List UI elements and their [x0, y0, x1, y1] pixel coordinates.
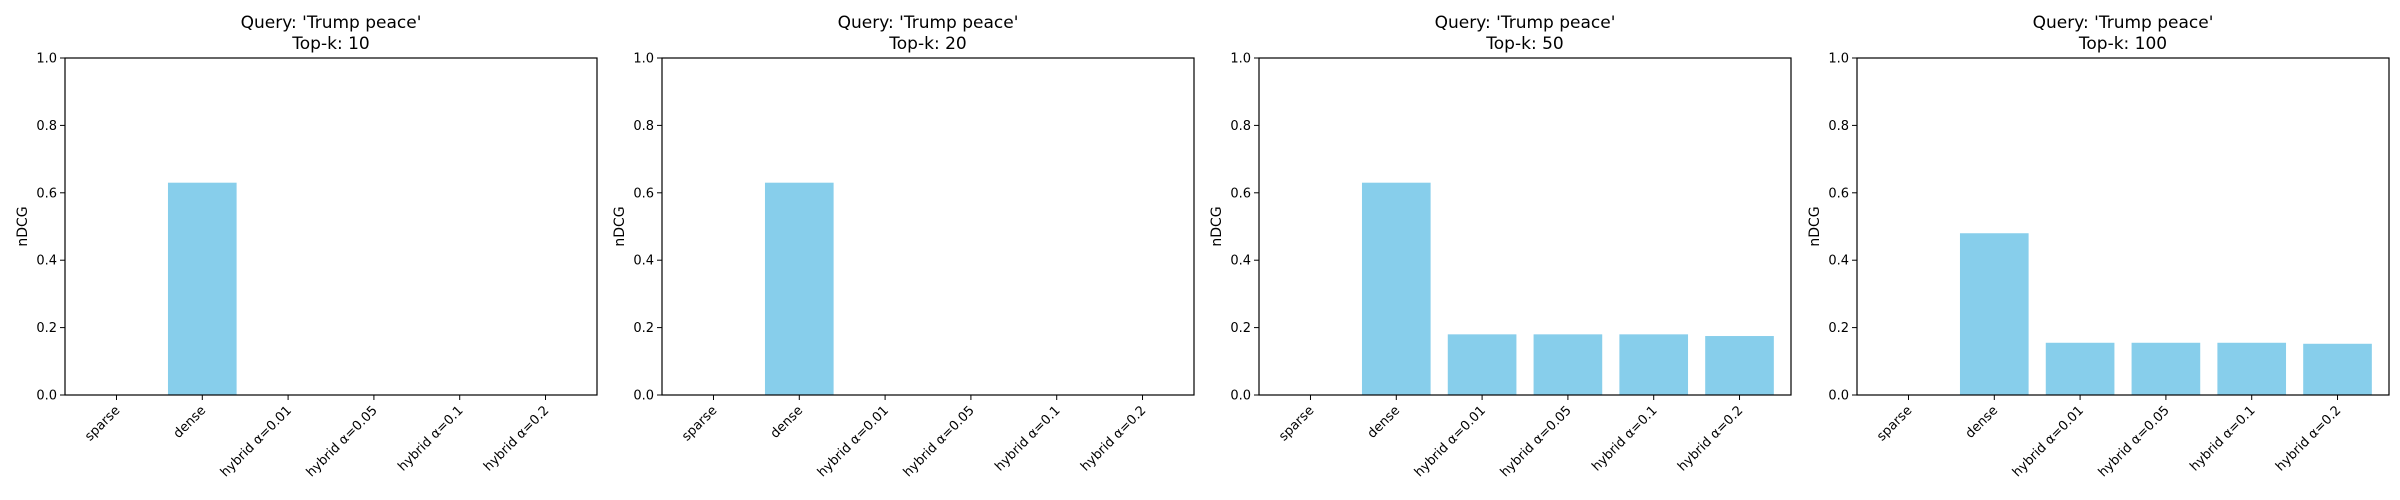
plot-frame	[1856, 57, 2390, 396]
y-tick-label: 0.6	[1828, 186, 1849, 201]
y-tick-label: 0.8	[36, 119, 57, 134]
x-tick-label: hybrid α=0.01	[2010, 403, 2087, 480]
bar	[167, 182, 237, 395]
x-tick-label: hybrid α=0.05	[901, 403, 978, 480]
bar	[1959, 233, 2029, 395]
y-tick-label: 0.2	[633, 321, 654, 336]
y-tick-label: 0.6	[1230, 186, 1251, 201]
x-tick-label: sparse	[679, 403, 720, 444]
chart-title: Query: 'Trump peace'	[1435, 13, 1616, 33]
x-tick-label: sparse	[1874, 403, 1915, 444]
chart-subtitle: Top-k: 20	[888, 34, 966, 54]
y-tick-label: 1.0	[36, 52, 57, 67]
chart-subtitle: Top-k: 50	[1485, 34, 1563, 54]
x-tick-label: hybrid α=0.01	[815, 403, 892, 480]
y-axis-label: nDCG	[15, 206, 31, 246]
x-tick-label: hybrid α=0.05	[1498, 403, 1575, 480]
chart-title: Query: 'Trump peace'	[838, 13, 1019, 33]
y-axis-label: nDCG	[612, 206, 628, 246]
y-tick-label: 1.0	[1828, 52, 1849, 67]
y-tick-label: 0.0	[633, 389, 654, 404]
x-tick-label: hybrid α=0.1	[992, 403, 1063, 474]
x-tick-label: hybrid α=0.2	[2273, 403, 2344, 474]
plot-frame	[64, 57, 598, 396]
chart-title: Query: 'Trump peace'	[2033, 13, 2214, 33]
y-tick-label: 1.0	[1230, 52, 1251, 67]
x-tick-label: sparse	[1276, 403, 1317, 444]
x-tick-label: dense	[1365, 403, 1403, 441]
x-tick-label: hybrid α=0.05	[304, 403, 381, 480]
bar	[1533, 334, 1603, 395]
bar	[1447, 334, 1517, 395]
y-tick-label: 0.4	[1230, 254, 1251, 269]
x-tick-label: dense	[1963, 403, 2001, 441]
y-tick-label: 0.4	[1828, 254, 1849, 269]
x-tick-label: hybrid α=0.2	[1078, 403, 1149, 474]
x-tick-label: hybrid α=0.1	[395, 403, 466, 474]
bar	[1361, 182, 1431, 395]
y-tick-label: 0.2	[36, 321, 57, 336]
bar	[1705, 336, 1774, 395]
x-tick-label: hybrid α=0.05	[2096, 403, 2173, 480]
plot-frame	[1258, 57, 1792, 396]
x-tick-label: hybrid α=0.1	[2187, 403, 2258, 474]
bar	[2045, 342, 2115, 395]
chart-subtitle: Top-k: 100	[2078, 34, 2167, 54]
y-tick-label: 0.8	[1230, 119, 1251, 134]
chart-title: Query: 'Trump peace'	[241, 13, 422, 33]
y-tick-label: 0.2	[1230, 321, 1251, 336]
x-tick-label: hybrid α=0.2	[481, 403, 552, 474]
y-tick-label: 0.8	[633, 119, 654, 134]
x-tick-label: sparse	[82, 403, 123, 444]
y-tick-label: 0.0	[1230, 389, 1251, 404]
y-axis-label: nDCG	[1807, 206, 1823, 246]
bar	[1619, 334, 1689, 395]
y-tick-label: 0.4	[633, 254, 654, 269]
bar	[2131, 342, 2201, 395]
y-axis-label: nDCG	[1209, 206, 1225, 246]
plot-frame	[661, 57, 1195, 396]
bar	[2303, 343, 2372, 395]
x-tick-label: dense	[768, 403, 806, 441]
bar	[2217, 342, 2287, 395]
y-tick-label: 0.6	[36, 186, 57, 201]
x-tick-label: hybrid α=0.01	[1412, 403, 1489, 480]
y-tick-label: 0.8	[1828, 119, 1849, 134]
chart-subtitle: Top-k: 10	[291, 34, 369, 54]
y-tick-label: 0.6	[633, 186, 654, 201]
y-tick-label: 0.2	[1828, 321, 1849, 336]
y-tick-label: 0.0	[1828, 389, 1849, 404]
x-tick-label: hybrid α=0.2	[1675, 403, 1746, 474]
y-tick-label: 1.0	[633, 52, 654, 67]
x-tick-label: dense	[171, 403, 209, 441]
x-tick-label: hybrid α=0.01	[218, 403, 295, 480]
y-tick-label: 0.0	[36, 389, 57, 404]
bar	[764, 182, 834, 395]
x-tick-label: hybrid α=0.1	[1589, 403, 1660, 474]
y-tick-label: 0.4	[36, 254, 57, 269]
